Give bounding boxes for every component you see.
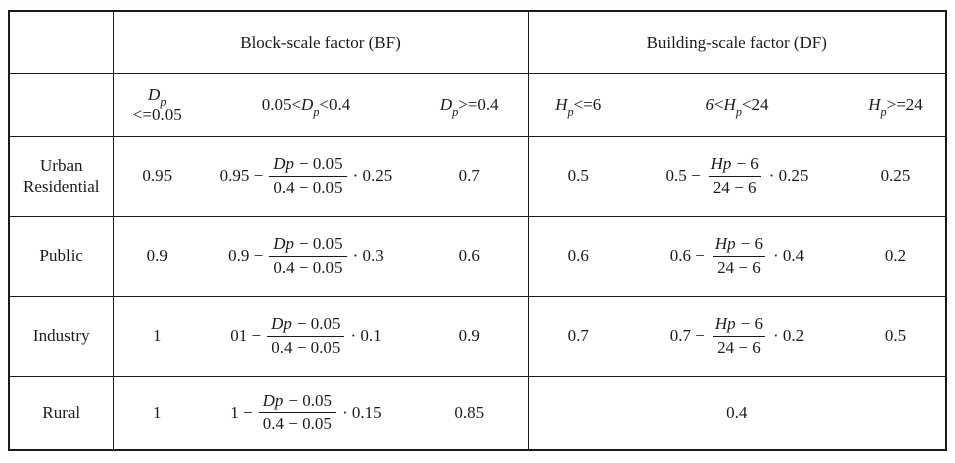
df-high-condition: Hp>=24 bbox=[846, 72, 946, 137]
bf-high-value: 0.85 bbox=[411, 375, 528, 451]
df-section-title: Building-scale factor (DF) bbox=[527, 10, 946, 74]
bf-formula-cell: 01 − Dp − 0.05 0.4 − 0.05 · 0.1 bbox=[201, 295, 411, 377]
row-label: Industry bbox=[9, 295, 114, 377]
df-formula-cell: 0.7 − Hp − 6 24 − 6 · 0.2 bbox=[628, 295, 846, 377]
bf-low-value: 0.9 bbox=[113, 215, 201, 297]
df-low-condition-text: Hp<=6 bbox=[555, 94, 602, 120]
bf-low-condition-var: Dp bbox=[148, 84, 167, 110]
df-high-value: 0.5 bbox=[846, 295, 946, 377]
formula-mult: · 0.2 bbox=[773, 326, 805, 346]
table-condition-row: Dp <=0.05 0.05<Dp<0.4 Dp>=0.4 Hp<=6 6<Hp… bbox=[9, 72, 946, 137]
fraction-denominator: 0.4 − 0.05 bbox=[267, 335, 345, 359]
bf-formula: 0.9 − Dp − 0.05 0.4 − 0.05 · 0.3 bbox=[205, 233, 407, 278]
bf-section-title: Block-scale factor (BF) bbox=[113, 10, 528, 74]
df-formula-cell: 0.5 − Hp − 6 24 − 6 · 0.25 bbox=[628, 135, 846, 217]
scale-factor-table: Block-scale factor (BF) Building-scale f… bbox=[8, 10, 947, 451]
bf-mid-condition: 0.05<Dp<0.4 bbox=[201, 72, 411, 137]
row-label: Public bbox=[9, 215, 114, 297]
df-high-value: 0.25 bbox=[846, 135, 946, 217]
fraction-denominator: 0.4 − 0.05 bbox=[258, 412, 336, 435]
fraction: Dp − 0.05 0.4 − 0.05 bbox=[258, 390, 336, 435]
df-formula: 0.5 − Hp − 6 24 − 6 · 0.25 bbox=[632, 153, 842, 198]
table-row-industry: Industry 1 01 − Dp − 0.05 0.4 − 0.05 · 0.… bbox=[9, 295, 946, 377]
fraction-numerator: Dp − 0.05 bbox=[271, 314, 341, 334]
df-low-value: 0.5 bbox=[527, 135, 628, 217]
bf-low-condition: Dp <=0.05 bbox=[113, 72, 201, 137]
corner-cell-2 bbox=[9, 72, 114, 137]
formula-lead: 0.5 − bbox=[665, 166, 701, 186]
corner-cell bbox=[9, 10, 114, 74]
formula-mult: · 0.25 bbox=[768, 166, 809, 186]
fraction: Hp − 6 24 − 6 bbox=[711, 313, 767, 358]
row-label: Urban Residential bbox=[9, 135, 114, 217]
fraction: Hp − 6 24 − 6 bbox=[711, 233, 767, 278]
bf-low-value: 1 bbox=[113, 295, 201, 377]
table-title-row: Block-scale factor (BF) Building-scale f… bbox=[9, 10, 946, 74]
bf-formula: 01 − Dp − 0.05 0.4 − 0.05 · 0.1 bbox=[205, 313, 407, 358]
df-mid-condition-text: 6<Hp<24 bbox=[705, 94, 769, 120]
formula-lead: 01 − bbox=[230, 326, 262, 346]
fraction-numerator: Dp − 0.05 bbox=[262, 391, 333, 411]
fraction-denominator: 24 − 6 bbox=[713, 335, 765, 359]
fraction-numerator: Hp − 6 bbox=[714, 234, 764, 254]
bf-high-condition: Dp>=0.4 bbox=[411, 72, 528, 137]
bf-low-value: 0.95 bbox=[113, 135, 201, 217]
bf-low-condition-bound: <=0.05 bbox=[132, 104, 182, 124]
fraction-denominator: 0.4 − 0.05 bbox=[269, 255, 347, 279]
bf-low-value: 1 bbox=[113, 375, 201, 451]
bf-high-value: 0.9 bbox=[411, 295, 528, 377]
fraction: Hp − 6 24 − 6 bbox=[707, 153, 763, 198]
formula-lead: 0.95 − bbox=[219, 166, 264, 186]
fraction-numerator: Dp − 0.05 bbox=[273, 154, 343, 174]
bf-formula: 1 − Dp − 0.05 0.4 − 0.05 · 0.15 bbox=[205, 390, 407, 435]
table-row-urban-residential: Urban Residential 0.95 0.95 − Dp − 0.05 0… bbox=[9, 135, 946, 217]
fraction-numerator: Hp − 6 bbox=[714, 314, 764, 334]
formula-lead: 0.6 − bbox=[669, 246, 705, 266]
df-low-value: 0.7 bbox=[527, 295, 628, 377]
bf-low-condition-stack: Dp <=0.05 bbox=[118, 85, 198, 124]
formula-mult: · 0.15 bbox=[342, 403, 382, 423]
df-formula-cell: 0.6 − Hp − 6 24 − 6 · 0.4 bbox=[628, 215, 846, 297]
bf-formula: 0.95 − Dp − 0.05 0.4 − 0.05 · 0.25 bbox=[205, 153, 407, 198]
df-formula: 0.7 − Hp − 6 24 − 6 · 0.2 bbox=[632, 313, 842, 358]
df-low-condition: Hp<=6 bbox=[527, 72, 628, 137]
df-high-value: 0.2 bbox=[846, 215, 946, 297]
fraction-denominator: 24 − 6 bbox=[713, 255, 765, 279]
df-mid-condition: 6<Hp<24 bbox=[628, 72, 846, 137]
fraction-numerator: Dp − 0.05 bbox=[273, 234, 343, 254]
df-high-condition-text: Hp>=24 bbox=[868, 94, 923, 120]
bf-formula-cell: 0.9 − Dp − 0.05 0.4 − 0.05 · 0.3 bbox=[201, 215, 411, 297]
bf-formula-cell: 0.95 − Dp − 0.05 0.4 − 0.05 · 0.25 bbox=[201, 135, 411, 217]
formula-mult: · 0.4 bbox=[773, 246, 805, 266]
formula-lead: 1 − bbox=[230, 403, 253, 423]
formula-lead: 0.7 − bbox=[669, 326, 705, 346]
fraction-denominator: 0.4 − 0.05 bbox=[269, 175, 347, 199]
bf-high-value: 0.7 bbox=[411, 135, 528, 217]
table-row-public: Public 0.9 0.9 − Dp − 0.05 0.4 − 0.05 · 0… bbox=[9, 215, 946, 297]
bf-mid-condition-text: 0.05<Dp<0.4 bbox=[261, 94, 351, 120]
fraction: Dp − 0.05 0.4 − 0.05 bbox=[267, 313, 345, 359]
df-formula: 0.6 − Hp − 6 24 − 6 · 0.4 bbox=[632, 233, 842, 278]
bf-high-value: 0.6 bbox=[411, 215, 528, 297]
fraction-numerator: Hp − 6 bbox=[710, 154, 759, 174]
formula-mult: · 0.25 bbox=[352, 166, 393, 186]
table-row-rural: Rural 1 1 − Dp − 0.05 0.4 − 0.05 · 0.15 0… bbox=[9, 375, 946, 451]
row-label: Rural bbox=[9, 375, 114, 451]
df-low-value: 0.6 bbox=[527, 215, 628, 297]
formula-lead: 0.9 − bbox=[228, 246, 264, 266]
formula-mult: · 0.3 bbox=[352, 246, 384, 266]
fraction-denominator: 24 − 6 bbox=[708, 175, 761, 199]
formula-mult: · 0.1 bbox=[350, 326, 382, 346]
fraction: Dp − 0.05 0.4 − 0.05 bbox=[269, 233, 347, 279]
fraction: Dp − 0.05 0.4 − 0.05 bbox=[269, 153, 347, 199]
bf-formula-cell: 1 − Dp − 0.05 0.4 − 0.05 · 0.15 bbox=[201, 375, 411, 451]
bf-high-condition-text: Dp>=0.4 bbox=[439, 94, 499, 120]
df-merged-value: 0.4 bbox=[527, 375, 946, 451]
